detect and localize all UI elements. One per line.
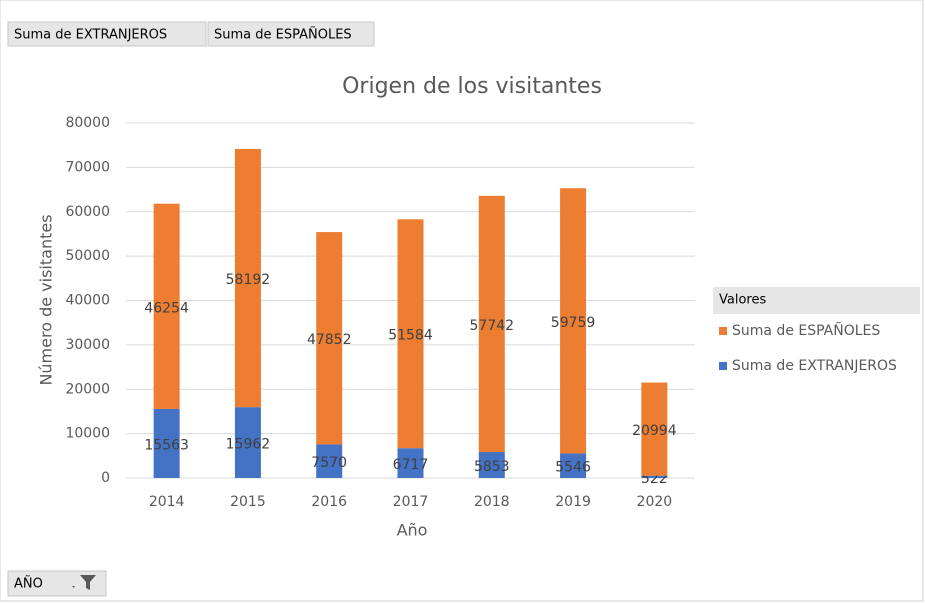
bar-segment (397, 219, 424, 449)
bar-segment (316, 444, 343, 478)
data-label: 59759 (551, 315, 596, 331)
bar-segment (641, 382, 668, 476)
bar-segment (478, 452, 505, 478)
data-label: 20994 (632, 423, 677, 439)
data-label: 57742 (470, 318, 515, 334)
bar-segment (560, 453, 587, 478)
bar-segment (153, 408, 180, 478)
data-label: 15563 (144, 437, 189, 453)
x-tick-label: 2020 (637, 494, 673, 510)
field-button[interactable] (7, 21, 207, 47)
filter-icon[interactable] (72, 575, 96, 590)
legend-header (713, 287, 920, 314)
field-button-label[interactable]: Suma de ESPAÑOLES (214, 27, 352, 43)
field-button[interactable] (207, 21, 375, 47)
data-label: 5853 (474, 459, 510, 475)
y-tick-label: 40000 (65, 293, 110, 309)
y-tick-label: 80000 (65, 115, 110, 131)
legend-title: Valores (719, 293, 766, 308)
x-tick-label: 2019 (555, 494, 591, 510)
bar-segment (560, 188, 587, 454)
legend-label: Suma de ESPAÑOLES (732, 322, 880, 339)
legend-swatch (719, 327, 727, 335)
data-label: 6717 (393, 457, 429, 473)
y-tick-label: 20000 (65, 381, 110, 397)
y-tick-label: 50000 (65, 248, 110, 264)
y-tick-label: 60000 (65, 204, 110, 220)
y-axis-title: Número de visitantes (37, 214, 56, 385)
x-tick-label: 2015 (230, 494, 266, 510)
data-label: 58192 (226, 272, 271, 288)
y-tick-label: 30000 (65, 337, 110, 353)
x-tick-label: 2014 (149, 494, 185, 510)
data-label: 15962 (226, 437, 271, 453)
data-label: 51584 (388, 328, 433, 344)
bar-segment (234, 148, 261, 408)
field-button-label[interactable]: Suma de EXTRANJEROS (14, 28, 167, 43)
legend-label: Suma de EXTRANJEROS (732, 358, 897, 374)
bar-segment (397, 448, 424, 478)
filter-button-label[interactable]: AÑO (14, 576, 43, 592)
x-axis-title: Año (397, 521, 428, 540)
x-tick-label: 2016 (311, 494, 347, 510)
bar-segment (641, 475, 668, 478)
bar-segment (234, 407, 261, 478)
x-tick-label: 2018 (474, 494, 510, 510)
bar-segment (478, 195, 505, 453)
chart-title: Origen de los visitantes (342, 74, 602, 99)
x-tick-label: 2017 (393, 494, 429, 510)
legend-swatch (719, 362, 727, 370)
data-label: 5546 (555, 460, 591, 476)
bar-segment (316, 232, 343, 445)
y-tick-label: 70000 (65, 159, 110, 175)
bar-segment (153, 203, 180, 409)
y-tick-label: 0 (101, 470, 110, 486)
data-label: 47852 (307, 332, 352, 348)
data-label: 7570 (311, 455, 347, 471)
data-label: 46254 (144, 300, 189, 316)
y-tick-label: 10000 (65, 426, 110, 442)
